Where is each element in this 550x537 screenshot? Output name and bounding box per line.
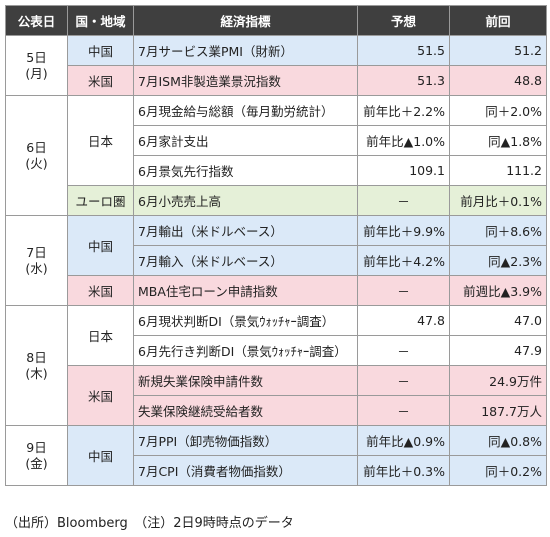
forecast-cell: 109.1 bbox=[357, 155, 450, 186]
indicator-cell: 6月現金給与総額（毎月勤労統計） bbox=[133, 95, 358, 126]
table-row: 8日 (木) 日本 6月現状判断DI（景気ｳｫｯﾁｬｰ調査） 47.8 47.0 bbox=[5, 305, 547, 426]
previous-cell: 前月比＋0.1% bbox=[449, 185, 547, 216]
region-cell: 米国 bbox=[67, 365, 134, 426]
indicator-cell: 7月ISM非製造業景況指数 bbox=[133, 65, 358, 96]
date-weekday: (火) bbox=[25, 155, 48, 171]
previous-cell: 47.9 bbox=[449, 335, 547, 366]
table-row: 5日 (月) 中国 7月サービス業PMI（財新） 51.5 51.2 bbox=[5, 35, 547, 96]
region-cell: 米国 bbox=[67, 275, 134, 306]
forecast-cell: 前年比＋4.2% bbox=[357, 245, 450, 276]
region-cell: 中国 bbox=[67, 215, 134, 276]
forecast-cell: 前年比＋9.9% bbox=[357, 215, 450, 246]
date-cell-5: 5日 (月) bbox=[5, 35, 68, 96]
indicator-cell: MBA住宅ローン申請指数 bbox=[133, 275, 358, 306]
indicator-cell: 新規失業保険申請件数 bbox=[133, 365, 358, 396]
region-cell: 中国 bbox=[67, 425, 134, 486]
indicator-cell: 6月先行き判断DI（景気ｳｫｯﾁｬｰ調査） bbox=[133, 335, 358, 366]
previous-cell: 48.8 bbox=[449, 65, 547, 96]
date-cell-6: 6日 (火) bbox=[5, 95, 68, 216]
previous-cell: 同▲1.8% bbox=[449, 125, 547, 156]
forecast-cell: 47.8 bbox=[357, 305, 450, 336]
header-region: 国・地域 bbox=[67, 5, 134, 36]
header-date: 公表日 bbox=[5, 5, 68, 36]
previous-cell: 同＋0.2% bbox=[449, 455, 547, 486]
indicator-cell: 失業保険継続受給者数 bbox=[133, 395, 358, 426]
region-cell: ユーロ圏 bbox=[67, 185, 134, 216]
header-indicator: 経済指標 bbox=[133, 5, 358, 36]
table-row: ユーロ圏 6月小売売上高 － 前月比＋0.1% bbox=[6, 185, 547, 216]
previous-cell: 同▲2.3% bbox=[449, 245, 547, 276]
table-row: 米国 新規失業保険申請件数 － 24.9万件 bbox=[6, 365, 547, 426]
date-day: 6日 bbox=[26, 139, 47, 155]
date-day: 9日 bbox=[26, 439, 47, 455]
forecast-cell: － bbox=[357, 275, 450, 306]
date-day: 8日 bbox=[26, 349, 47, 365]
date-weekday: (木) bbox=[25, 365, 48, 381]
indicator-cell: 6月小売売上高 bbox=[133, 185, 358, 216]
forecast-cell: － bbox=[357, 185, 450, 216]
previous-cell: 同＋8.6% bbox=[449, 215, 547, 246]
economic-calendar-table: 公表日 国・地域 経済指標 予想 前回 5日 (月) 中国 7月サービス業PMI… bbox=[5, 5, 547, 486]
region-cell: 米国 bbox=[67, 65, 134, 96]
previous-cell: 111.2 bbox=[449, 155, 547, 186]
date-day: 5日 bbox=[26, 49, 47, 65]
date-cell-7: 7日 (水) bbox=[5, 215, 68, 306]
date-cell-9: 9日 (金) bbox=[5, 425, 68, 486]
region-cell: 中国 bbox=[67, 35, 134, 66]
indicator-cell: 7月PPI（卸売物価指数） bbox=[133, 425, 358, 456]
previous-cell: 47.0 bbox=[449, 305, 547, 336]
table-row: 6月家計支出 前年比▲1.0% 同▲1.8% bbox=[6, 125, 547, 156]
previous-cell: 24.9万件 bbox=[449, 365, 547, 396]
forecast-cell: － bbox=[357, 365, 450, 396]
table-row: 7月CPI（消費者物価指数） 前年比＋0.3% 同＋0.2% bbox=[6, 455, 547, 486]
date-weekday: (金) bbox=[25, 455, 48, 471]
indicator-cell: 7月輸入（米ドルベース） bbox=[133, 245, 358, 276]
previous-cell: 187.7万人 bbox=[449, 395, 547, 426]
indicator-cell: 7月輸出（米ドルベース） bbox=[133, 215, 358, 246]
previous-cell: 同▲0.8% bbox=[449, 425, 547, 456]
header-previous: 前回 bbox=[449, 5, 547, 36]
source-note: （出所）Bloomberg （注）2日9時時点のデータ bbox=[5, 516, 294, 531]
date-cell-8: 8日 (木) bbox=[5, 305, 68, 426]
forecast-cell: － bbox=[357, 335, 450, 366]
indicator-cell: 6月現状判断DI（景気ｳｫｯﾁｬｰ調査） bbox=[133, 305, 358, 336]
table-row: 失業保険継続受給者数 － 187.7万人 bbox=[6, 395, 547, 426]
previous-cell: 51.2 bbox=[449, 35, 547, 66]
table-row: 6月先行き判断DI（景気ｳｫｯﾁｬｰ調査） － 47.9 bbox=[6, 335, 547, 366]
region-cell: 日本 bbox=[67, 305, 134, 366]
header-row: 公表日 国・地域 経済指標 予想 前回 bbox=[5, 5, 547, 36]
region-cell: 日本 bbox=[67, 95, 134, 186]
table-row: 6月景気先行指数 109.1 111.2 bbox=[6, 155, 547, 186]
indicator-cell: 7月CPI（消費者物価指数） bbox=[133, 455, 358, 486]
forecast-cell: 前年比＋2.2% bbox=[357, 95, 450, 126]
previous-cell: 前週比▲3.9% bbox=[449, 275, 547, 306]
forecast-cell: 51.5 bbox=[357, 35, 450, 66]
header-forecast: 予想 bbox=[357, 5, 450, 36]
forecast-cell: 前年比▲0.9% bbox=[357, 425, 450, 456]
forecast-cell: 51.3 bbox=[357, 65, 450, 96]
indicator-cell: 7月サービス業PMI（財新） bbox=[133, 35, 358, 66]
table-row: 7日 (水) 中国 7月輸出（米ドルベース） 前年比＋9.9% 同＋8.6% bbox=[5, 215, 547, 306]
table-row: 6日 (火) 日本 6月現金給与総額（毎月勤労統計） 前年比＋2.2% 同＋2.… bbox=[5, 95, 547, 216]
table-row: 9日 (金) 中国 7月PPI（卸売物価指数） 前年比▲0.9% 同▲0.8% bbox=[5, 425, 547, 486]
forecast-cell: 前年比▲1.0% bbox=[357, 125, 450, 156]
date-weekday: (月) bbox=[25, 65, 48, 81]
date-weekday: (水) bbox=[25, 260, 48, 276]
indicator-cell: 6月家計支出 bbox=[133, 125, 358, 156]
date-day: 7日 bbox=[26, 244, 47, 260]
table-row: 米国 MBA住宅ローン申請指数 － 前週比▲3.9% bbox=[6, 275, 547, 306]
forecast-cell: 前年比＋0.3% bbox=[357, 455, 450, 486]
table-row: 米国 7月ISM非製造業景況指数 51.3 48.8 bbox=[6, 65, 547, 96]
previous-cell: 同＋2.0% bbox=[449, 95, 547, 126]
table-row: 7月輸入（米ドルベース） 前年比＋4.2% 同▲2.3% bbox=[6, 245, 547, 276]
indicator-cell: 6月景気先行指数 bbox=[133, 155, 358, 186]
forecast-cell: － bbox=[357, 395, 450, 426]
